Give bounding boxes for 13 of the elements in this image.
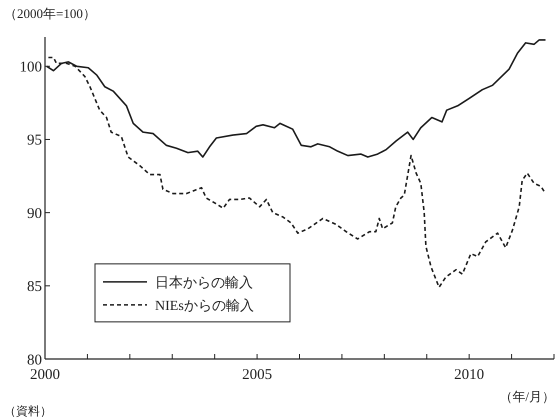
x-axis-title: （年/月） [499,389,555,404]
y-tick-label: 85 [27,279,42,296]
y-tick-label: 95 [27,132,42,149]
legend-label: 日本からの輸入 [155,274,253,291]
y-axis-title: （2000年=100） [4,6,96,21]
text: （資料） [4,404,52,418]
x-tick-label: 2005 [242,367,272,383]
y-tick-label: 100 [20,60,42,76]
x-tick-label: 2000 [30,367,60,383]
y-tick-label: 90 [27,206,42,222]
y-tick-label: 80 [27,352,42,368]
x-tick-label: 2010 [454,367,484,383]
legend-label: NIEsからの輸入 [155,298,254,314]
